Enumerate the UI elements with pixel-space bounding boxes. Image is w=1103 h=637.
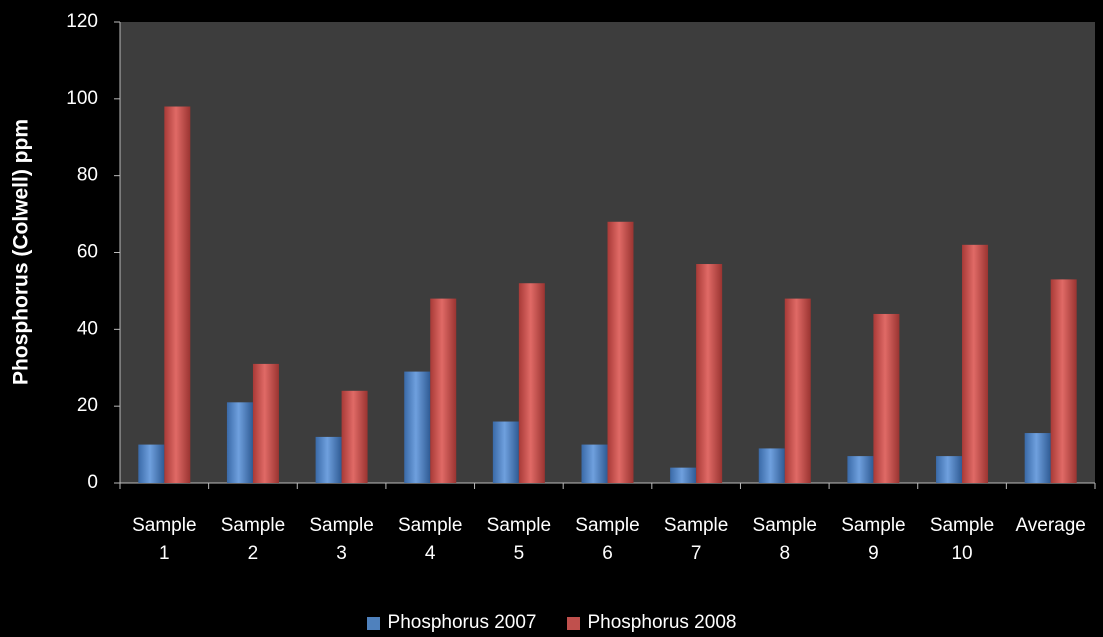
y-axis-title: Phosphorus (Colwell) ppm xyxy=(10,119,33,385)
bar xyxy=(581,444,608,483)
legend-label: Phosphorus 2008 xyxy=(587,612,737,633)
bar xyxy=(670,467,697,483)
x-tick-label: Sample 9 xyxy=(841,515,906,564)
bar xyxy=(315,436,342,483)
bar xyxy=(341,390,368,483)
bar xyxy=(518,283,545,483)
bar xyxy=(962,244,989,483)
x-tick-label: Sample 10 xyxy=(929,515,995,564)
bar xyxy=(138,444,165,483)
bar xyxy=(936,456,963,483)
x-tick-label: Sample 1 xyxy=(132,515,197,564)
bar xyxy=(1024,433,1051,483)
bar xyxy=(784,298,811,483)
y-tick-label: 40 xyxy=(77,318,98,339)
y-tick-label: 80 xyxy=(77,165,98,186)
x-tick-label: Average xyxy=(1015,515,1086,536)
y-tick-label: 20 xyxy=(77,395,98,416)
bar xyxy=(164,106,191,484)
y-tick-label: 120 xyxy=(66,11,98,32)
legend-swatch xyxy=(566,616,580,630)
x-tick-label: Sample 8 xyxy=(752,515,817,564)
y-tick-label: 100 xyxy=(66,88,98,109)
legend-item: Phosphorus 2007 xyxy=(366,612,537,634)
x-tick-label: Sample 3 xyxy=(309,515,374,564)
bar xyxy=(252,363,279,483)
bar xyxy=(492,421,519,483)
legend: Phosphorus 2007 Phosphorus 2008 xyxy=(0,612,1103,634)
bar xyxy=(430,298,457,483)
legend-item: Phosphorus 2008 xyxy=(566,612,737,634)
y-tick-label: 60 xyxy=(77,242,98,263)
bar xyxy=(226,402,253,483)
legend-label: Phosphorus 2007 xyxy=(387,612,537,633)
y-tick-label: 0 xyxy=(87,472,98,493)
bar xyxy=(758,448,785,483)
bar xyxy=(607,221,634,483)
x-tick-label: Sample 2 xyxy=(220,515,286,564)
bar xyxy=(696,264,723,483)
bar xyxy=(873,313,900,483)
x-tick-label: Sample 7 xyxy=(663,515,729,564)
bar xyxy=(847,456,874,483)
bar xyxy=(1050,279,1077,483)
x-tick-label: Sample 5 xyxy=(486,515,552,564)
legend-swatch xyxy=(366,616,380,630)
bar xyxy=(404,371,431,483)
x-tick-label: Sample 6 xyxy=(575,515,640,564)
x-tick-label: Sample 4 xyxy=(398,515,463,564)
